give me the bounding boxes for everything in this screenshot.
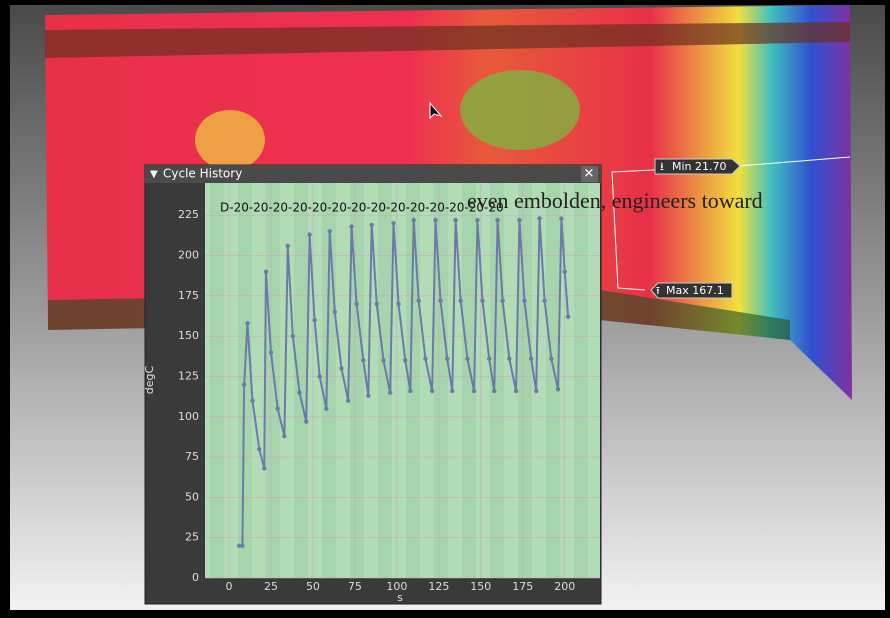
data-point [566,315,570,319]
x-tick-label: 150 [470,580,491,593]
data-point [537,216,541,220]
min-icon: ⭳ [660,160,664,173]
y-tick-label: 100 [178,410,199,423]
data-point [480,298,484,302]
y-tick-label: 200 [178,249,199,262]
data-point [388,390,392,394]
data-point [317,374,321,378]
data-point [245,321,249,325]
x-tick-label: 125 [428,580,449,593]
data-point [458,298,462,302]
data-point [517,218,521,222]
data-point [304,419,308,423]
data-point [333,310,337,314]
data-point [549,357,553,361]
data-point [450,389,454,393]
x-tick-label: 175 [512,580,533,593]
data-point [416,298,420,302]
data-point [366,394,370,398]
data-point [472,389,476,393]
data-point [433,218,437,222]
data-point [492,389,496,393]
data-point [514,389,518,393]
data-point [487,357,491,361]
data-point [242,382,246,386]
min-label: Min 21.70 [672,160,727,173]
data-point [328,229,332,233]
data-point [563,269,567,273]
heat-spot [460,70,580,150]
data-point [559,216,563,220]
data-point [411,218,415,222]
data-point [556,387,560,391]
data-point [500,298,504,302]
data-point [339,366,343,370]
data-point [534,389,538,393]
data-point [391,221,395,225]
data-point [542,298,546,302]
data-point [291,334,295,338]
y-tick-label: 125 [178,369,199,382]
data-point [250,398,254,402]
y-tick-label: 175 [178,289,199,302]
data-point [361,358,365,362]
data-point [275,407,279,411]
data-point [369,223,373,227]
data-point [522,298,526,302]
data-point [507,357,511,361]
y-tick-label: 150 [178,329,199,342]
x-tick-label: 75 [348,580,362,593]
x-tick-label: 50 [306,580,320,593]
data-point [529,357,533,361]
data-point [240,544,244,548]
data-point [403,358,407,362]
y-tick-label: 25 [185,531,199,544]
data-point [282,434,286,438]
data-point [423,357,427,361]
panel-title: Cycle History [163,167,242,181]
data-point [438,298,442,302]
data-point [297,390,301,394]
viewport: ⭳ Min 21.70 ⭱ Max 167.1 ▼ Cycle History … [0,0,890,614]
data-point [346,398,350,402]
caption: even embolden, engineers toward [467,188,763,213]
max-label: Max 167.1 [666,284,724,297]
x-tick-label: 25 [264,580,278,593]
data-point [375,302,379,306]
y-tick-label: 0 [192,571,199,584]
data-point [269,350,273,354]
data-point [262,466,266,470]
max-icon: ⭱ [656,284,660,297]
data-point [445,357,449,361]
x-tick-label: 200 [554,580,575,593]
data-point [396,302,400,306]
collapse-icon[interactable]: ▼ [150,169,158,180]
close-icon[interactable]: ✕ [584,167,595,182]
data-point [257,447,261,451]
heat-spot [195,110,265,170]
data-point [465,357,469,361]
y-axis-label: degC [143,365,156,394]
data-point [354,302,358,306]
data-point [349,224,353,228]
data-point [286,244,290,248]
chart-annotation: D-20-20-20-20-20-20-20-20-20-20-20-20-20… [220,201,504,215]
data-point [324,407,328,411]
data-point [312,318,316,322]
data-point [408,389,412,393]
data-point [475,218,479,222]
data-point [381,358,385,362]
x-axis-label: s [397,591,403,604]
y-tick-label: 75 [185,450,199,463]
data-point [264,269,268,273]
page: ⭳ Min 21.70 ⭱ Max 167.1 ▼ Cycle History … [0,0,890,614]
y-tick-label: 225 [178,208,199,221]
data-point [430,389,434,393]
data-point [307,232,311,236]
x-tick-label: 0 [226,580,233,593]
data-point [453,218,457,222]
data-point [495,218,499,222]
y-tick-label: 50 [185,490,199,503]
